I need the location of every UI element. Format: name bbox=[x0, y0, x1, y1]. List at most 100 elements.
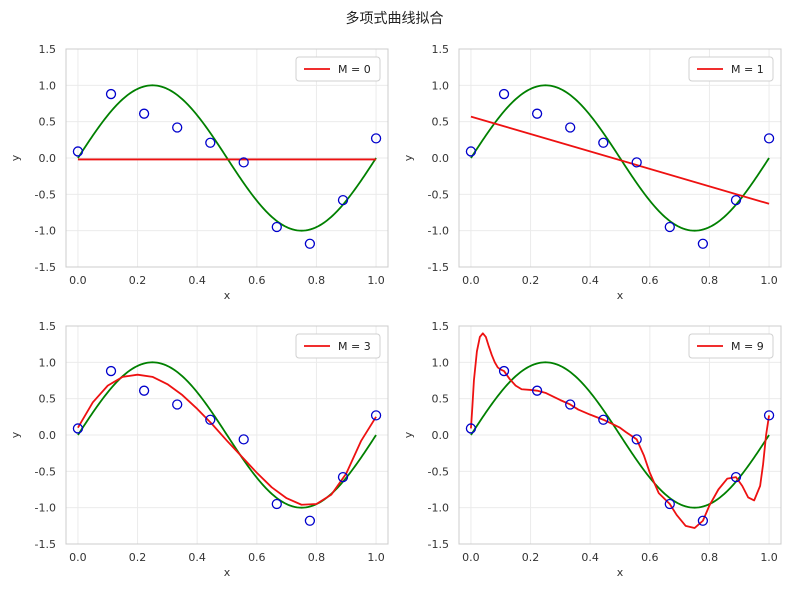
data-point bbox=[337, 471, 349, 483]
y-tick-label: 1.5 bbox=[39, 43, 57, 56]
data-point bbox=[598, 414, 609, 425]
legend-label: M = 0 bbox=[338, 63, 371, 76]
legend-label: M = 1 bbox=[731, 63, 764, 76]
y-axis-label: y bbox=[9, 154, 22, 161]
data-point bbox=[370, 133, 382, 144]
x-tick-label: 0.2 bbox=[129, 551, 147, 564]
y-tick-label: 0.5 bbox=[432, 116, 450, 129]
axes-frame bbox=[65, 48, 389, 268]
legend-box bbox=[295, 333, 381, 359]
x-tick-label: 0.2 bbox=[129, 274, 147, 287]
data-point bbox=[565, 122, 576, 133]
x-tick-label: 0.6 bbox=[641, 274, 659, 287]
y-tick-label: -0.5 bbox=[428, 465, 449, 478]
axes-frame bbox=[458, 325, 782, 545]
y-tick-label: 1.0 bbox=[39, 79, 57, 92]
y-tick-label: -0.5 bbox=[428, 188, 449, 201]
axes-frame bbox=[458, 48, 782, 268]
x-tick-label: 1.0 bbox=[367, 274, 385, 287]
x-axis-label: x bbox=[617, 566, 624, 579]
y-tick-label: -1.0 bbox=[35, 502, 56, 515]
data-point bbox=[138, 108, 150, 119]
data-point bbox=[498, 365, 510, 377]
data-point bbox=[465, 423, 477, 434]
fit-curve-line bbox=[77, 373, 377, 506]
y-tick-label: 1.5 bbox=[432, 43, 450, 56]
data-point bbox=[763, 410, 775, 421]
x-tick-label: 0.8 bbox=[308, 551, 326, 564]
x-tick-label: 0.4 bbox=[188, 551, 206, 564]
x-tick-label: 0.8 bbox=[701, 274, 719, 287]
y-tick-label: -1.5 bbox=[428, 261, 449, 274]
data-point bbox=[664, 221, 675, 233]
data-point bbox=[697, 238, 709, 249]
legend-label: M = 9 bbox=[731, 340, 764, 353]
fit-curve-line bbox=[470, 332, 770, 529]
data-point bbox=[531, 385, 543, 396]
y-tick-label: 0.0 bbox=[39, 429, 57, 442]
y-tick-label: -1.5 bbox=[35, 261, 56, 274]
data-point bbox=[172, 122, 183, 133]
y-tick-label: -1.0 bbox=[428, 225, 449, 238]
true-curve-line bbox=[470, 361, 770, 509]
x-tick-label: 0.0 bbox=[462, 551, 480, 564]
y-tick-label: -0.5 bbox=[35, 188, 56, 201]
y-tick-label: -0.5 bbox=[35, 465, 56, 478]
data-point bbox=[565, 399, 576, 410]
data-point bbox=[271, 221, 282, 233]
data-point bbox=[72, 146, 84, 157]
x-tick-label: 1.0 bbox=[760, 274, 778, 287]
data-point bbox=[498, 88, 510, 100]
y-tick-label: 0.0 bbox=[432, 152, 450, 165]
data-point bbox=[730, 194, 742, 206]
data-point bbox=[238, 434, 249, 445]
x-axis-label: x bbox=[224, 566, 231, 579]
data-point bbox=[138, 385, 150, 396]
x-tick-label: 0.0 bbox=[462, 274, 480, 287]
x-tick-label: 0.6 bbox=[641, 551, 659, 564]
data-point bbox=[271, 498, 282, 510]
legend-box bbox=[688, 56, 774, 82]
data-point bbox=[664, 498, 675, 510]
true-curve-line bbox=[77, 84, 377, 232]
y-tick-label: 1.0 bbox=[39, 356, 57, 369]
data-point bbox=[205, 414, 216, 425]
y-tick-label: 0.0 bbox=[39, 152, 57, 165]
data-point bbox=[72, 423, 84, 434]
data-point bbox=[465, 146, 477, 157]
y-tick-label: -1.0 bbox=[35, 225, 56, 238]
x-tick-label: 1.0 bbox=[760, 551, 778, 564]
x-tick-label: 0.6 bbox=[248, 274, 266, 287]
y-tick-label: -1.0 bbox=[428, 502, 449, 515]
x-tick-label: 0.4 bbox=[581, 274, 599, 287]
y-tick-label: 0.5 bbox=[39, 393, 57, 406]
data-point bbox=[730, 471, 742, 483]
data-point bbox=[763, 133, 775, 144]
fit-curve-line bbox=[470, 115, 770, 205]
x-tick-label: 0.0 bbox=[69, 551, 87, 564]
x-tick-label: 1.0 bbox=[367, 551, 385, 564]
x-axis-label: x bbox=[617, 289, 624, 302]
y-tick-label: -1.5 bbox=[428, 538, 449, 551]
data-point bbox=[337, 194, 349, 206]
data-point bbox=[697, 515, 709, 526]
y-tick-label: 0.5 bbox=[432, 393, 450, 406]
x-axis-label: x bbox=[224, 289, 231, 302]
y-tick-label: 1.5 bbox=[39, 320, 57, 333]
y-axis-label: y bbox=[402, 154, 415, 161]
y-tick-label: 1.5 bbox=[432, 320, 450, 333]
data-point bbox=[631, 157, 642, 168]
y-axis-label: y bbox=[9, 431, 22, 438]
data-point bbox=[304, 515, 316, 526]
x-tick-label: 0.6 bbox=[248, 551, 266, 564]
x-tick-label: 0.4 bbox=[581, 551, 599, 564]
y-tick-label: 1.0 bbox=[432, 79, 450, 92]
true-curve-line bbox=[470, 84, 770, 232]
data-point bbox=[631, 434, 642, 445]
x-tick-label: 0.2 bbox=[522, 551, 540, 564]
data-point bbox=[598, 137, 609, 148]
